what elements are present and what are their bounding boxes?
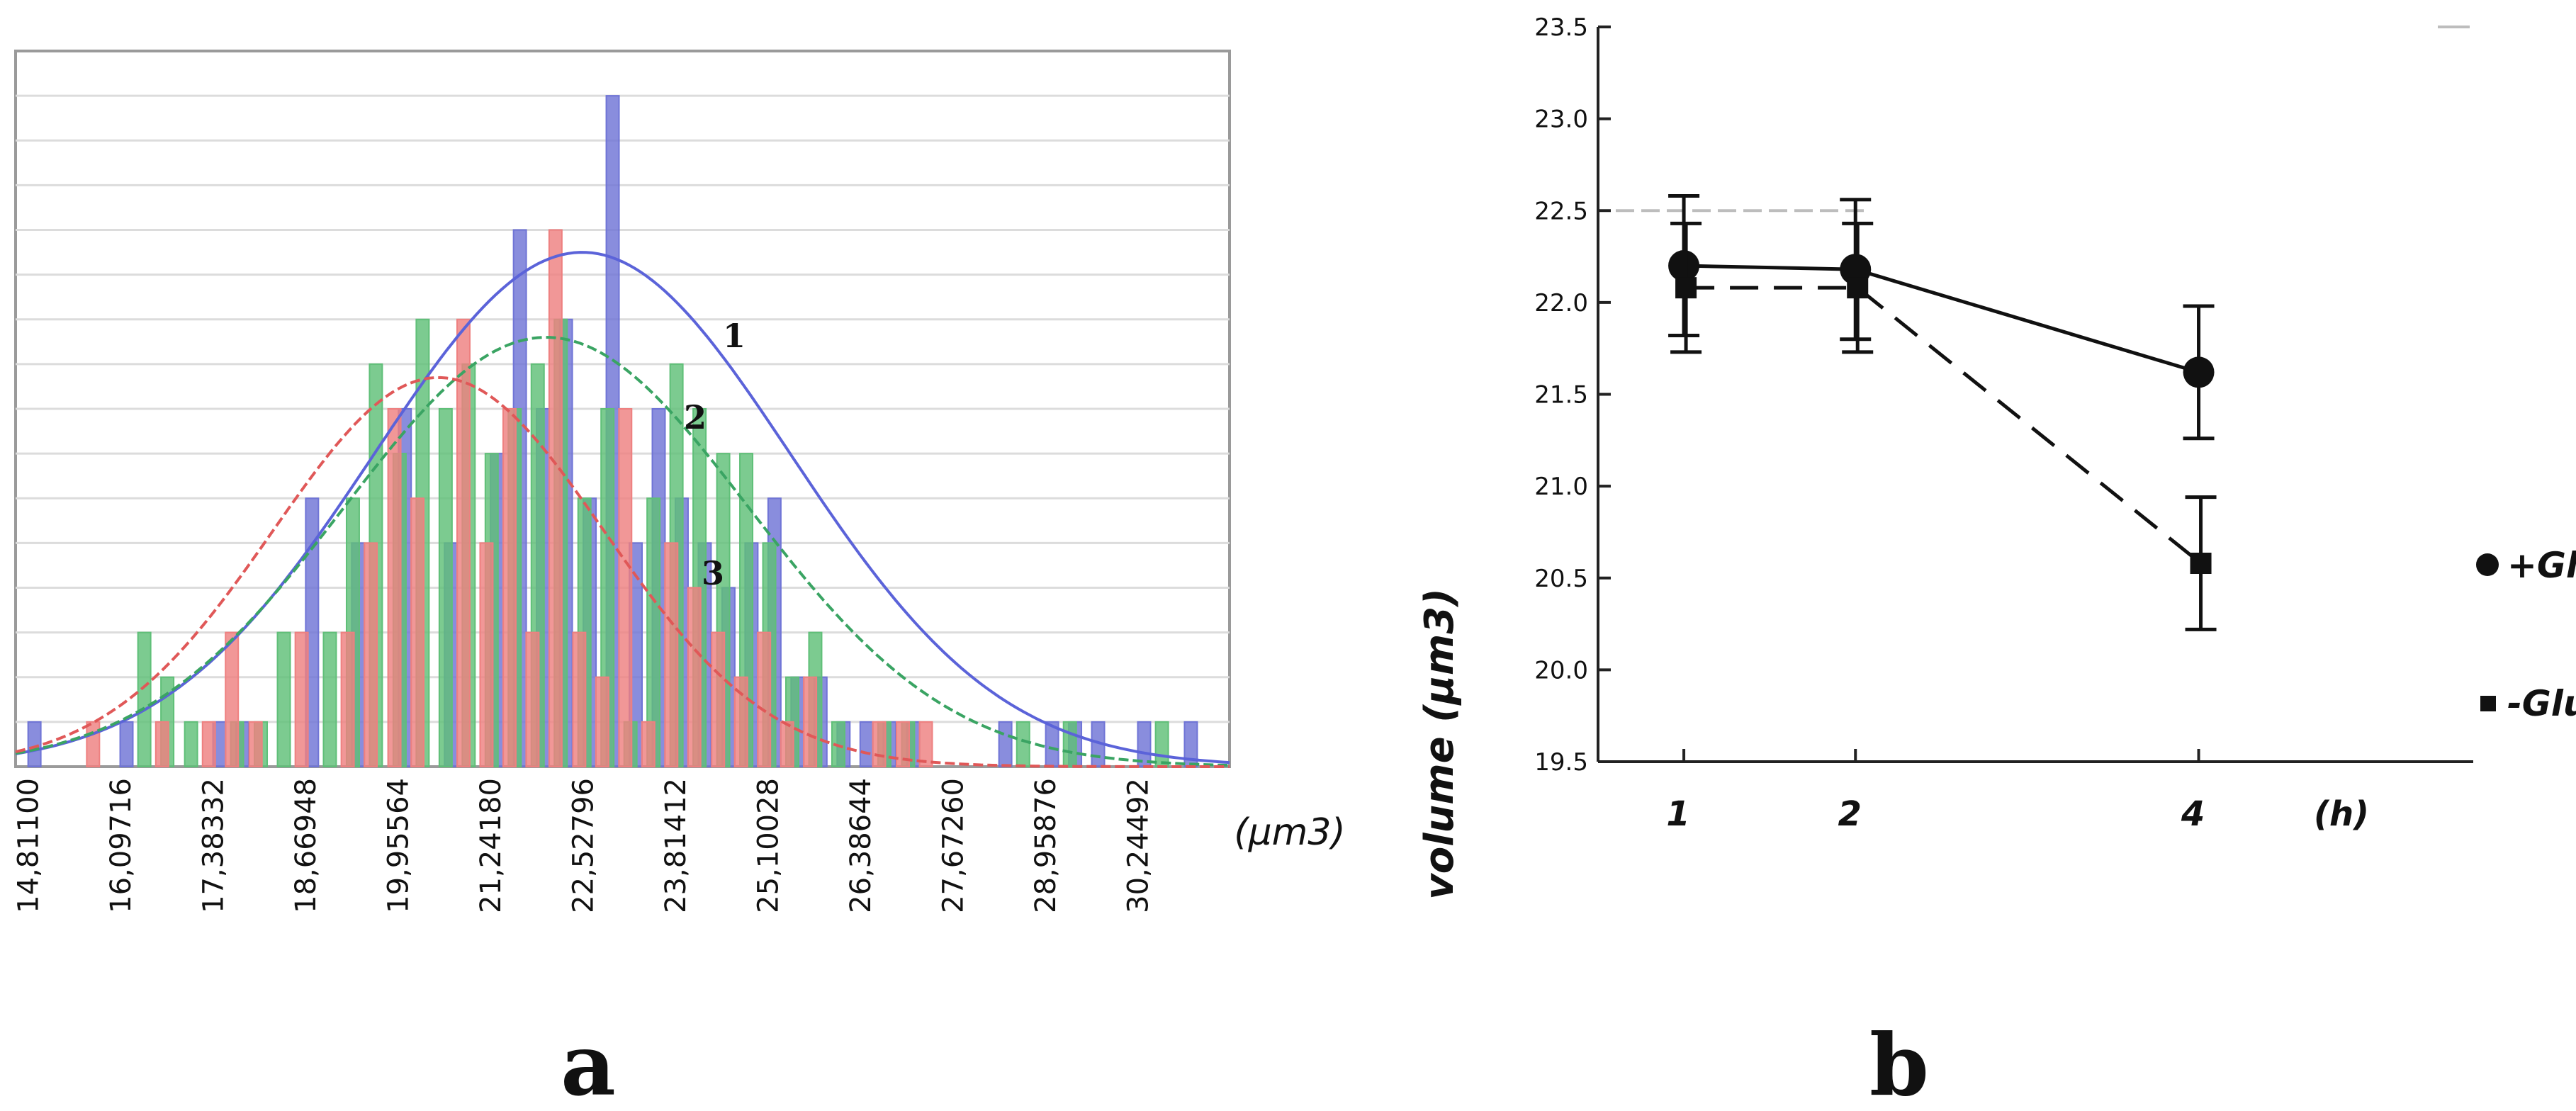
data-point-circle bbox=[2183, 356, 2215, 388]
histogram-x-tick-labels: 14,81100 16,09716 17,38332 18,66948 19,95564… bbox=[12, 778, 1154, 913]
histogram-bar bbox=[803, 676, 818, 767]
y-tick-label: 19.5 bbox=[1534, 748, 1588, 777]
x-tick-label: 17,38332 bbox=[197, 778, 230, 913]
line-panel-b: 19.5 20.0 20.5 21.0 21.5 22.0 22.5 23.0 23.5 1 2 4… bbox=[1417, 13, 2576, 1111]
x-tick-label: 30,24492 bbox=[1123, 778, 1155, 913]
histogram-bar bbox=[364, 542, 378, 767]
y-tick-label: 23.0 bbox=[1534, 106, 1588, 134]
histogram-bar bbox=[1154, 721, 1169, 767]
histogram-bar bbox=[479, 542, 494, 767]
x-tick-label: 19,95564 bbox=[383, 778, 415, 913]
legend-label: -Glu bbox=[2507, 683, 2576, 724]
histogram-bar bbox=[641, 721, 656, 767]
x-tick-label: 28,95876 bbox=[1030, 778, 1062, 913]
histogram-bar bbox=[27, 721, 42, 767]
histogram-bar bbox=[184, 721, 198, 767]
histogram-bar bbox=[733, 676, 748, 767]
y-tick-label: 20.5 bbox=[1534, 565, 1588, 593]
histogram-bar bbox=[872, 721, 887, 767]
histogram-panel-a: 1 2 3 14,81100 16,09716 17,38332 18,66948 19,9… bbox=[12, 50, 1346, 1111]
histogram-bars bbox=[27, 95, 1198, 767]
histogram-bar bbox=[294, 631, 309, 767]
line-chart-x-axis-label: (h) bbox=[2314, 794, 2369, 834]
histogram-bar bbox=[687, 587, 702, 767]
histogram-bar bbox=[438, 408, 453, 767]
y-tick-label: 23.5 bbox=[1534, 13, 1588, 42]
histogram-bar bbox=[276, 631, 291, 767]
histogram-fit-curves: 1 2 3 bbox=[15, 251, 1230, 768]
x-tick-label: 26,38644 bbox=[845, 778, 877, 913]
series-plus-glu bbox=[1668, 194, 2215, 441]
legend-label: +Glu bbox=[2507, 545, 2576, 586]
histogram-bar bbox=[859, 721, 874, 767]
x-tick-label: 25,10028 bbox=[753, 778, 785, 913]
line-chart-y-axis-label: volume (µm3) bbox=[1417, 588, 1463, 900]
fit-curve-2 bbox=[15, 336, 1230, 767]
histogram-bar bbox=[595, 676, 609, 767]
histogram-bar bbox=[664, 542, 679, 767]
series-minus-glu bbox=[1670, 221, 2217, 631]
x-tick-label: 18,66948 bbox=[290, 778, 322, 913]
y-tick-label: 21.0 bbox=[1534, 473, 1588, 501]
histogram-bar bbox=[548, 229, 563, 767]
data-point-square bbox=[1847, 277, 1869, 299]
line-chart-series bbox=[1668, 194, 2217, 631]
histogram-bar bbox=[757, 631, 772, 767]
panel-label-b: b bbox=[1869, 1015, 1929, 1111]
histogram-bar bbox=[456, 318, 471, 767]
histogram-bar bbox=[1016, 721, 1030, 767]
fit-curve-label: 2 bbox=[684, 398, 707, 436]
histogram-bar bbox=[998, 721, 1013, 767]
data-point-square bbox=[2190, 553, 2212, 575]
histogram-bar bbox=[618, 408, 633, 767]
histogram-bar bbox=[1062, 721, 1077, 767]
line-chart-axes bbox=[1597, 26, 2473, 763]
x-tick-label: 27,67260 bbox=[938, 778, 970, 913]
histogram-bar bbox=[248, 721, 263, 767]
histogram-bar bbox=[410, 497, 425, 767]
y-tick-label: 20.0 bbox=[1534, 656, 1588, 684]
legend-marker-circle bbox=[2476, 553, 2499, 576]
bar-series-3 bbox=[86, 229, 933, 767]
data-point-square bbox=[1675, 277, 1697, 299]
histogram-bar bbox=[154, 721, 169, 767]
histogram-bar bbox=[572, 631, 587, 767]
data-point-circle bbox=[1668, 250, 1700, 282]
histogram-bar bbox=[119, 721, 134, 767]
histogram-bar bbox=[322, 631, 337, 767]
legend-marker-square bbox=[2480, 696, 2496, 711]
x-tick-label: 22,52796 bbox=[568, 778, 600, 913]
histogram-x-unit-label: (µm3) bbox=[1234, 811, 1345, 854]
histogram-bar bbox=[896, 721, 911, 767]
histogram-bar bbox=[86, 721, 101, 767]
x-tick-label: 2 bbox=[1838, 794, 1862, 834]
histogram-bar bbox=[225, 631, 240, 767]
x-tick-label: 23,81412 bbox=[660, 778, 692, 913]
panel-label-a: a bbox=[561, 1015, 616, 1111]
y-tick-label: 21.5 bbox=[1534, 381, 1588, 410]
histogram-bar bbox=[137, 631, 152, 767]
histogram-bar bbox=[340, 631, 355, 767]
line-chart-x-tick-labels: 1 2 4 bbox=[1666, 749, 2205, 834]
histogram-bar bbox=[918, 721, 933, 767]
line-chart-y-tick-labels: 19.5 20.0 20.5 21.0 21.5 22.0 22.5 23.0 23.5 bbox=[1534, 13, 1611, 777]
histogram-bar bbox=[780, 721, 794, 767]
fit-curve-label: 3 bbox=[702, 554, 724, 592]
y-tick-label: 22.0 bbox=[1534, 289, 1588, 317]
histogram-bar bbox=[502, 408, 517, 767]
x-tick-label: 14,81100 bbox=[12, 778, 45, 913]
y-tick-label: 22.5 bbox=[1534, 197, 1588, 225]
histogram-bar bbox=[201, 721, 216, 767]
x-tick-label: 4 bbox=[2181, 794, 2205, 834]
x-tick-label: 1 bbox=[1666, 794, 1689, 834]
x-tick-label: 21,24180 bbox=[475, 778, 507, 913]
line-chart-legend: +Glu -Glu bbox=[2476, 545, 2576, 724]
histogram-bar bbox=[525, 631, 540, 767]
fit-curve-label: 1 bbox=[723, 317, 746, 355]
histogram-bar bbox=[387, 408, 402, 767]
series-line bbox=[1686, 286, 2203, 565]
histogram-bar bbox=[711, 631, 726, 767]
x-tick-label: 16,09716 bbox=[105, 778, 137, 913]
